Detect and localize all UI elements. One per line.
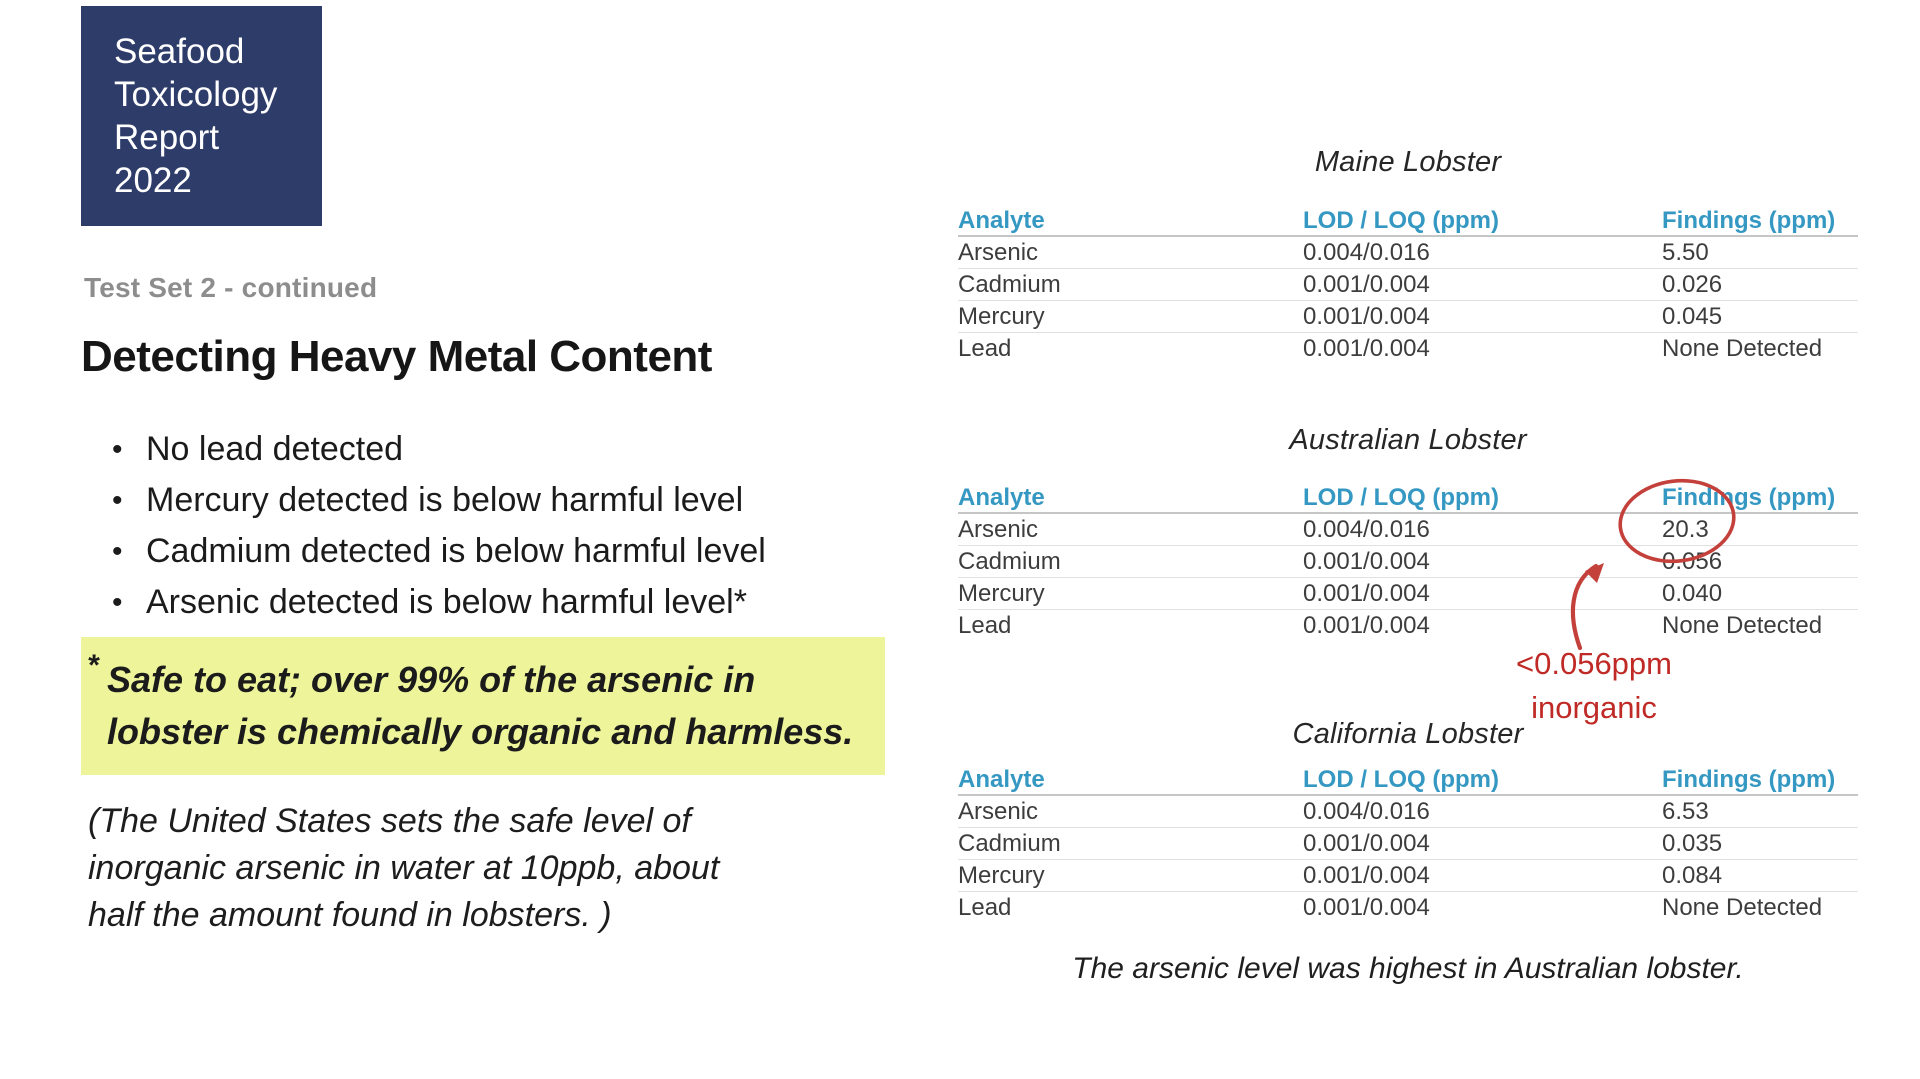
table-title-australian: Australian Lobster	[1289, 424, 1527, 456]
table-cell: Arsenic	[958, 515, 1039, 543]
column-header-lod-loq: LOD / LOQ (ppm)	[1303, 483, 1499, 511]
table-row: Mercury 0.001/0.004 0.040	[958, 578, 1858, 610]
table-cell: Cadmium	[958, 270, 1061, 298]
table-cell: None Detected	[1662, 611, 1823, 639]
arrowhead-icon	[1585, 563, 1604, 583]
bullet-item: Mercury detected is below harmful level	[108, 475, 908, 526]
bullet-item: No lead detected	[108, 424, 908, 475]
page-title: Detecting Heavy Metal Content	[81, 332, 712, 381]
column-header-findings: Findings (ppm)	[1662, 206, 1836, 234]
table-cell: 5.50	[1662, 238, 1709, 266]
table-row: Mercury 0.001/0.004 0.045	[958, 301, 1858, 333]
table-row: Lead 0.001/0.004 None Detected	[958, 333, 1858, 364]
table-title-california: California Lobster	[1292, 718, 1524, 750]
table-cell: 0.001/0.004	[1303, 829, 1430, 857]
table-cell: 0.040	[1662, 579, 1723, 607]
paragraph-line: (The United States sets the safe level o…	[88, 802, 691, 840]
table-row: Arsenic 0.004/0.016 5.50	[958, 237, 1858, 269]
table-maine: Analyte LOD / LOQ (ppm) Findings (ppm) A…	[958, 206, 1858, 364]
table-cell: 0.045	[1662, 302, 1723, 330]
table-cell: Mercury	[958, 302, 1045, 330]
brand-line: Seafood	[114, 32, 245, 71]
column-header-analyte: Analyte	[958, 206, 1045, 234]
table-cell: 0.001/0.004	[1303, 893, 1430, 921]
table-cell: 0.004/0.016	[1303, 515, 1430, 543]
table-california: Analyte LOD / LOQ (ppm) Findings (ppm) A…	[958, 765, 1858, 923]
table-row: Cadmium 0.001/0.004 0.035	[958, 828, 1858, 860]
table-row: Cadmium 0.001/0.004 0.026	[958, 269, 1858, 301]
table-header-row: Analyte LOD / LOQ (ppm) Findings (ppm)	[958, 483, 1858, 514]
table-cell: None Detected	[1662, 893, 1823, 921]
brand-box: Seafood Toxicology Report 2022	[81, 6, 322, 226]
table-cell: 0.001/0.004	[1303, 611, 1430, 639]
table-cell: Arsenic	[958, 238, 1039, 266]
brand-line: Toxicology	[114, 75, 278, 114]
column-header-findings: Findings (ppm)	[1662, 483, 1836, 511]
table-cell: 0.004/0.016	[1303, 238, 1430, 266]
table-cell: None Detected	[1662, 334, 1823, 362]
paragraph-line: inorganic arsenic in water at 10ppb, abo…	[88, 849, 720, 887]
table-cell: 0.035	[1662, 829, 1723, 857]
table-cell: 6.53	[1662, 797, 1709, 825]
table-cell: Mercury	[958, 861, 1045, 889]
column-header-analyte: Analyte	[958, 483, 1045, 511]
table-cell: Mercury	[958, 579, 1045, 607]
table-cell: Lead	[958, 893, 1012, 921]
table-cell: 0.001/0.004	[1303, 547, 1430, 575]
table-cell-circled-value: 20.3	[1662, 515, 1709, 543]
safety-note-highlight: * Safe to eat; over 99% of the arsenic i…	[81, 637, 885, 775]
tables-caption: The arsenic level was highest in Austral…	[1072, 952, 1744, 985]
table-cell: Cadmium	[958, 547, 1061, 575]
table-cell: 0.084	[1662, 861, 1723, 889]
table-row: Arsenic 0.004/0.016 6.53	[958, 796, 1858, 828]
table-row: Lead 0.001/0.004 None Detected	[958, 892, 1858, 923]
table-row: Lead 0.001/0.004 None Detected	[958, 610, 1858, 641]
paragraph-line: half the amount found in lobsters. )	[88, 896, 612, 934]
findings-bullet-list: No lead detected Mercury detected is bel…	[108, 424, 908, 628]
red-circle-and-arrow-annotation	[1570, 478, 1736, 651]
brand-line: Report	[114, 118, 220, 157]
annotation-note: <0.056ppm inorganic	[1464, 642, 1724, 730]
annotation-line: inorganic	[1531, 690, 1657, 725]
column-header-lod-loq: LOD / LOQ (ppm)	[1303, 206, 1499, 234]
table-header-row: Analyte LOD / LOQ (ppm) Findings (ppm)	[958, 206, 1858, 237]
table-cell: 0.001/0.004	[1303, 270, 1430, 298]
footnote-asterisk: *	[87, 649, 99, 682]
table-cell: Arsenic	[958, 797, 1039, 825]
safety-note-line: Safe to eat; over 99% of the arsenic in	[107, 659, 756, 700]
safety-note-line: lobster is chemically organic and harmle…	[107, 711, 854, 752]
annotation-line: <0.056ppm	[1516, 646, 1672, 681]
table-cell: 0.001/0.004	[1303, 579, 1430, 607]
kicker-label: Test Set 2 - continued	[84, 272, 378, 303]
column-header-lod-loq: LOD / LOQ (ppm)	[1303, 765, 1499, 793]
table-cell: 0.004/0.016	[1303, 797, 1430, 825]
table-cell: Lead	[958, 611, 1012, 639]
table-cell: Lead	[958, 334, 1012, 362]
table-cell: 0.001/0.004	[1303, 334, 1430, 362]
circle-highlight-icon	[1618, 478, 1736, 564]
table-row: Mercury 0.001/0.004 0.084	[958, 860, 1858, 892]
table-cell: 0.001/0.004	[1303, 302, 1430, 330]
table-header-row: Analyte LOD / LOQ (ppm) Findings (ppm)	[958, 765, 1858, 796]
table-cell: 0.026	[1662, 270, 1723, 298]
table-cell: Cadmium	[958, 829, 1061, 857]
table-cell: 0.001/0.004	[1303, 861, 1430, 889]
table-row: Arsenic 0.004/0.016 20.3	[958, 514, 1858, 546]
bullet-item: Cadmium detected is below harmful level	[108, 526, 908, 577]
table-australian: Analyte LOD / LOQ (ppm) Findings (ppm) A…	[958, 483, 1858, 641]
table-title-maine: Maine Lobster	[1314, 146, 1502, 178]
column-header-analyte: Analyte	[958, 765, 1045, 793]
bullet-item: Arsenic detected is below harmful level*	[108, 577, 908, 628]
context-paragraph: (The United States sets the safe level o…	[88, 798, 828, 939]
brand-line: 2022	[114, 161, 192, 200]
column-header-findings: Findings (ppm)	[1662, 765, 1836, 793]
